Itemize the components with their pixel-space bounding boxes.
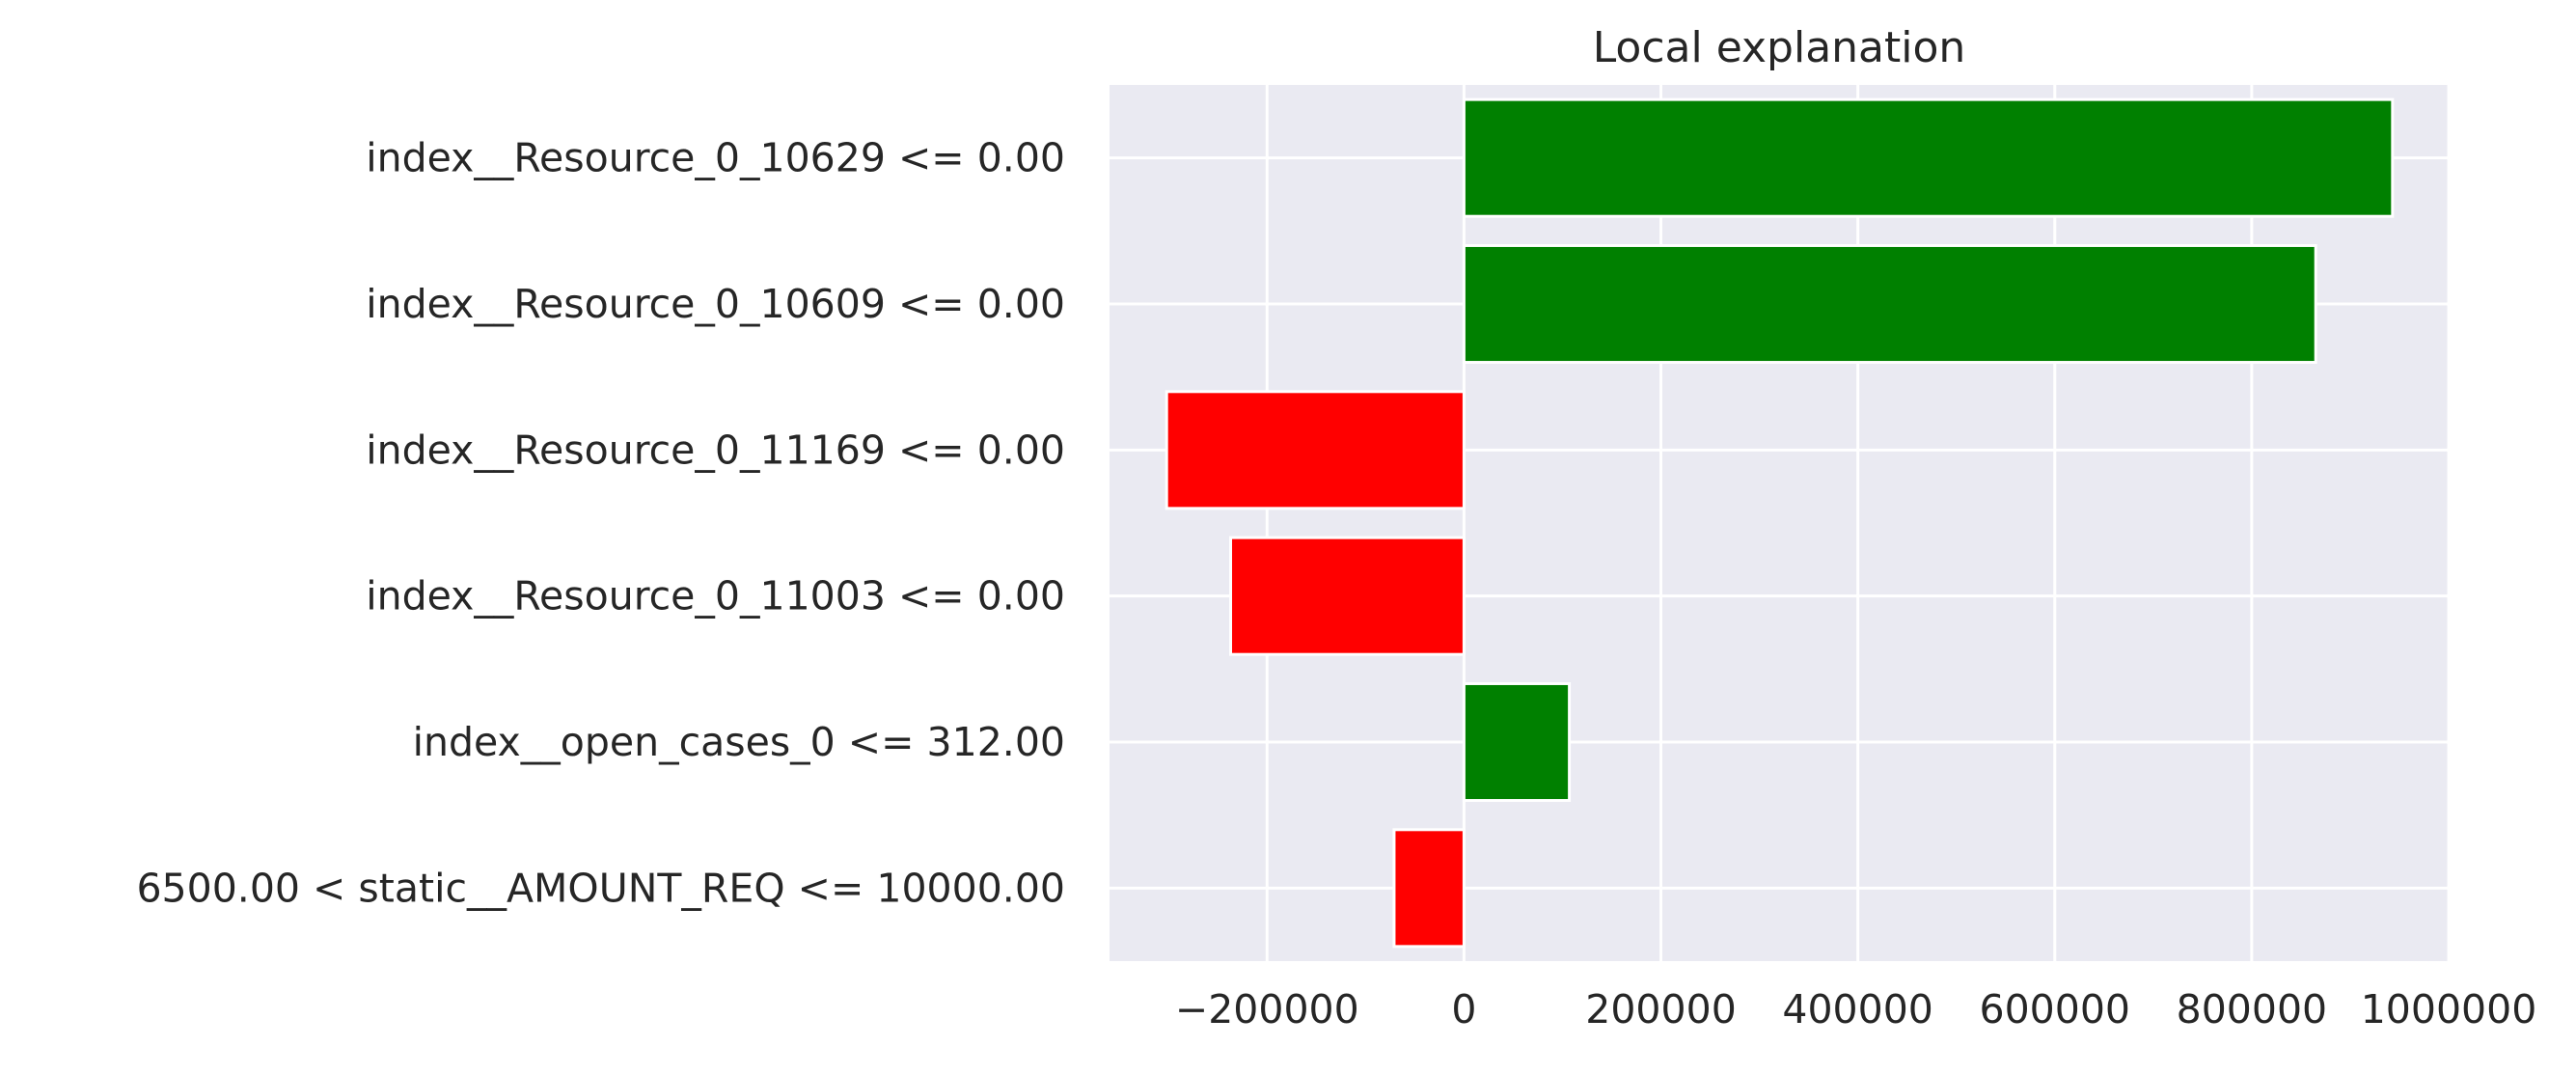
plot-area: [1110, 85, 2449, 961]
bar: [1165, 390, 1466, 510]
chart-title: Local explanation: [1593, 23, 1966, 72]
bar: [1462, 681, 1572, 803]
x-tick-label: 800000: [2177, 986, 2328, 1033]
x-tick-label: 1000000: [2361, 986, 2537, 1033]
bar: [1462, 97, 2395, 218]
x-tick-label: 0: [1451, 986, 1476, 1033]
y-tick-labels: index__Resource_0_10629 <= 0.00 index__Re…: [136, 135, 1065, 912]
y-tick-label: index__Resource_0_10609 <= 0.00: [366, 281, 1065, 327]
bar: [1392, 828, 1466, 949]
y-tick-label: index__open_cases_0 <= 312.00: [413, 719, 1065, 765]
x-tick-label: 600000: [1980, 986, 2131, 1033]
x-tick-label: 400000: [1782, 986, 1933, 1033]
grid: [1110, 85, 2451, 961]
x-tick-label: −200000: [1175, 986, 1359, 1033]
y-tick-label: index__Resource_0_11169 <= 0.00: [366, 427, 1065, 473]
bar: [1229, 536, 1466, 656]
y-tick-label: index__Resource_0_11003 <= 0.00: [366, 573, 1065, 620]
bar: [1462, 243, 2317, 365]
x-tick-labels: −200000 0 200000 400000 600000 800000 1000000: [1175, 986, 2536, 1033]
y-tick-label: 6500.00 < static__AMOUNT_REQ <= 10000.00: [136, 865, 1065, 911]
bars: [1165, 97, 2395, 949]
y-tick-label: index__Resource_0_10629 <= 0.00: [366, 135, 1065, 181]
x-tick-label: 200000: [1585, 986, 1737, 1033]
